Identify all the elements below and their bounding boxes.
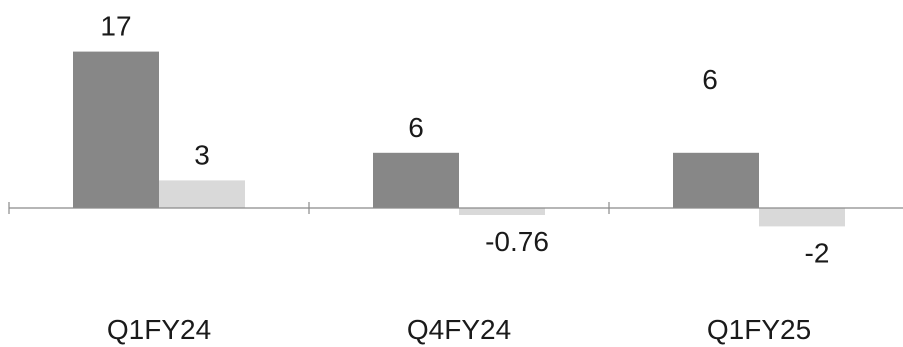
category-labels-layer: Q1FY24 Q4FY24 Q1FY25 — [107, 314, 811, 345]
category-label: Q1FY24 — [107, 314, 211, 345]
data-label: 17 — [100, 11, 131, 42]
bar-q1fy25-series-1 — [673, 152, 759, 208]
bar-q1fy25-series-2 — [759, 208, 845, 227]
data-label: 6 — [702, 64, 718, 95]
bar-q4fy24-series-1 — [373, 152, 459, 208]
bars-layer — [73, 51, 845, 227]
data-label: -2 — [805, 237, 830, 268]
bar-q1fy24-series-2 — [159, 180, 245, 208]
data-label: -0.76 — [485, 226, 549, 257]
bar-q1fy24-series-1 — [73, 51, 159, 208]
x-axis-ticks — [8, 202, 610, 214]
data-label: 3 — [194, 139, 210, 170]
category-label: Q4FY24 — [407, 314, 511, 345]
data-labels-layer: 17 3 6 -0.76 6 -2 — [100, 11, 829, 269]
category-label: Q1FY25 — [707, 314, 811, 345]
data-label: 6 — [408, 112, 424, 143]
bar-q4fy24-series-2 — [459, 208, 545, 215]
